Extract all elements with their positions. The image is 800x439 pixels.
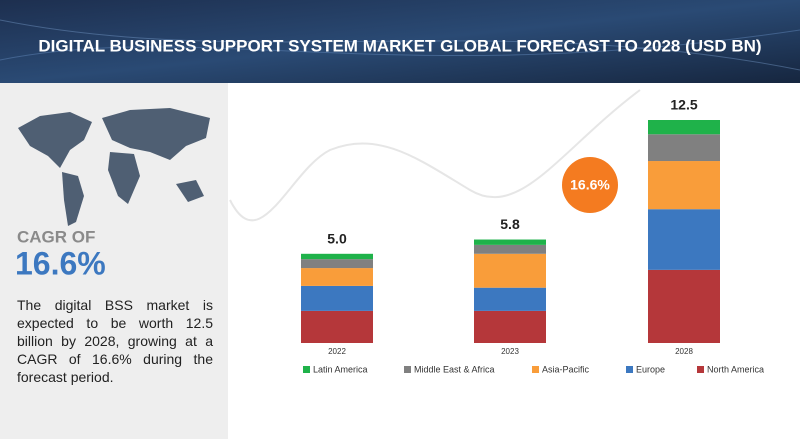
legend-label: Europe bbox=[636, 364, 665, 374]
x-tick-label: 2022 bbox=[328, 347, 346, 356]
legend-swatch bbox=[626, 366, 633, 373]
header-deco bbox=[0, 19, 800, 71]
x-tick-label: 2028 bbox=[675, 347, 693, 356]
bar-segment bbox=[474, 253, 546, 288]
cagr-heading: CAGR OF bbox=[17, 227, 95, 246]
legend-label: Asia-Pacific bbox=[542, 364, 590, 374]
header-deco bbox=[0, 29, 800, 61]
total-label: 5.0 bbox=[327, 231, 347, 247]
legend-label: Latin America bbox=[313, 364, 368, 374]
bar-segment bbox=[648, 161, 720, 210]
bar-segment bbox=[648, 209, 720, 270]
legend-label: Middle East & Africa bbox=[414, 364, 495, 374]
legend-swatch bbox=[303, 366, 310, 373]
cagr-bubble-label: 16.6% bbox=[570, 177, 610, 193]
header-bg bbox=[0, 0, 800, 83]
bar-segment bbox=[301, 268, 373, 286]
bar-segment bbox=[474, 287, 546, 311]
bar-segment bbox=[474, 310, 546, 343]
total-label: 5.8 bbox=[500, 216, 520, 232]
bar-segment bbox=[301, 285, 373, 311]
bar-segment bbox=[301, 259, 373, 269]
bar-segment bbox=[301, 253, 373, 260]
bar-segment bbox=[474, 239, 546, 245]
legend-label: North America bbox=[707, 364, 764, 374]
cagr-bubble bbox=[562, 157, 618, 213]
legend-swatch bbox=[532, 366, 539, 373]
cagr-value: 16.6% bbox=[15, 245, 106, 281]
chart-title: DIGITAL BUSINESS SUPPORT SYSTEM MARKET G… bbox=[38, 36, 761, 55]
bar-segment bbox=[648, 269, 720, 343]
bar-segment bbox=[474, 244, 546, 254]
deco-curve bbox=[229, 89, 641, 222]
bar-segment bbox=[648, 134, 720, 162]
total-label: 12.5 bbox=[670, 97, 697, 113]
world-map bbox=[18, 108, 210, 226]
side-paragraph: The digital BSS market is expected to be… bbox=[17, 297, 213, 385]
bar-segment bbox=[648, 120, 720, 135]
legend-swatch bbox=[697, 366, 704, 373]
bar-segment bbox=[301, 310, 373, 343]
legend-swatch bbox=[404, 366, 411, 373]
x-tick-label: 2023 bbox=[501, 347, 519, 356]
